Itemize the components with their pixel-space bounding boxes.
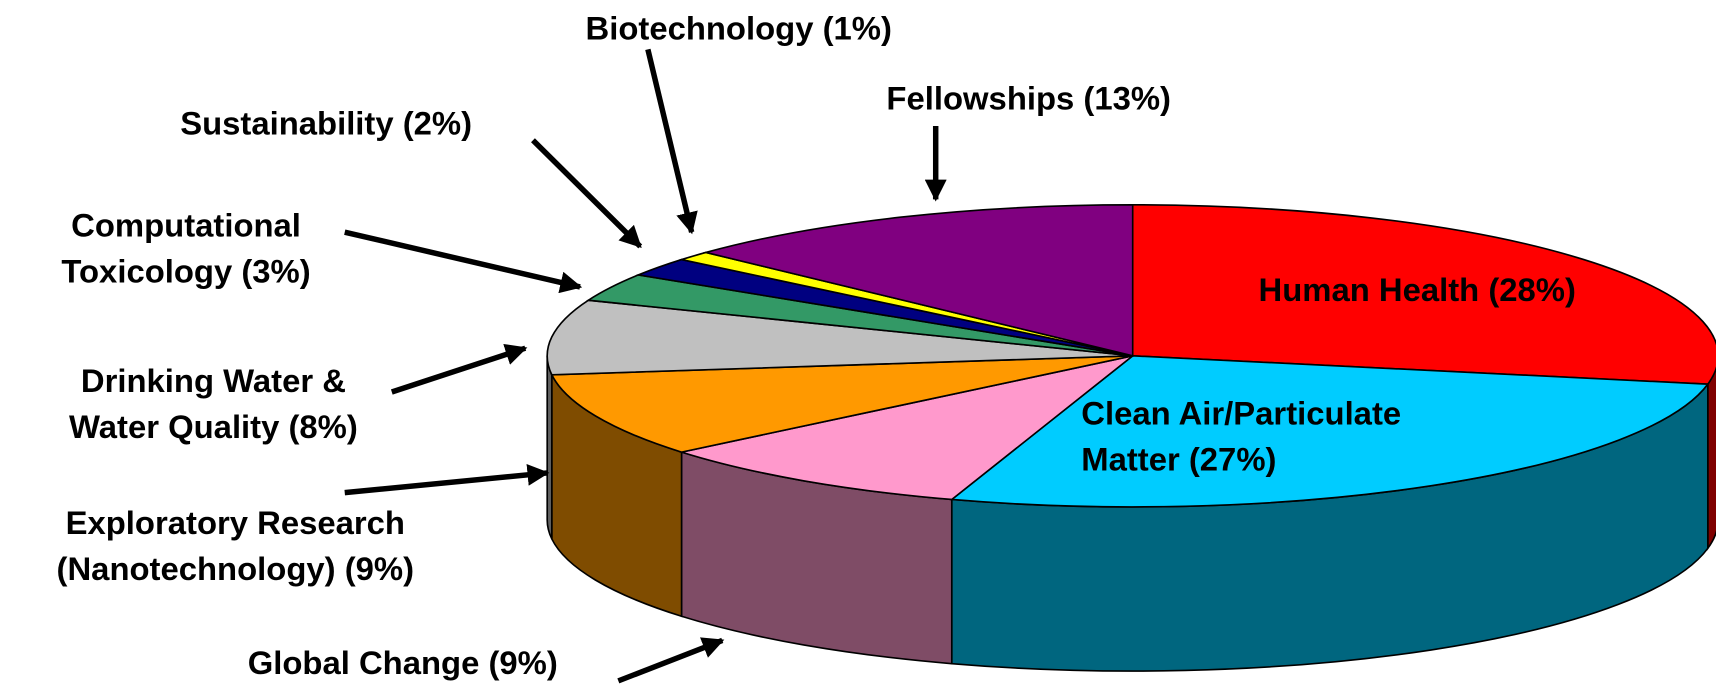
pie-slice xyxy=(678,355,1134,501)
pie-slice xyxy=(702,204,1134,357)
label-arrow xyxy=(390,343,528,395)
slice-label: Water Quality (8%) xyxy=(69,408,358,445)
slice-label: Clean Air/Particulate xyxy=(1081,395,1401,432)
slice-label: Biotechnology (1%) xyxy=(586,9,892,46)
label-arrow xyxy=(344,229,583,294)
label-arrow xyxy=(531,138,643,249)
pie-slice xyxy=(550,355,1133,453)
slice-label: Global Change (9%) xyxy=(248,644,558,681)
slice-label: Drinking Water & xyxy=(81,362,346,399)
slice-label: Computational xyxy=(71,206,301,243)
slice-label: Human Health (28%) xyxy=(1259,271,1576,308)
slice-label: (Nanotechnology) (9%) xyxy=(57,550,414,587)
slice-side xyxy=(546,355,553,540)
label-arrow xyxy=(617,637,725,684)
slice-label: Fellowships (13%) xyxy=(886,80,1171,117)
pie-slice xyxy=(1131,204,1716,385)
label-arrow xyxy=(344,463,550,496)
label-arrow xyxy=(645,48,698,235)
pie-slice xyxy=(949,355,1710,508)
slice-side xyxy=(1706,365,1716,551)
slice-label: Exploratory Research xyxy=(66,504,405,541)
slice-label: Matter (27%) xyxy=(1081,441,1276,478)
slice-label: Sustainability (2%) xyxy=(180,105,472,142)
pie-slice xyxy=(546,299,1133,376)
slice-label: Toxicology (3%) xyxy=(61,252,310,289)
